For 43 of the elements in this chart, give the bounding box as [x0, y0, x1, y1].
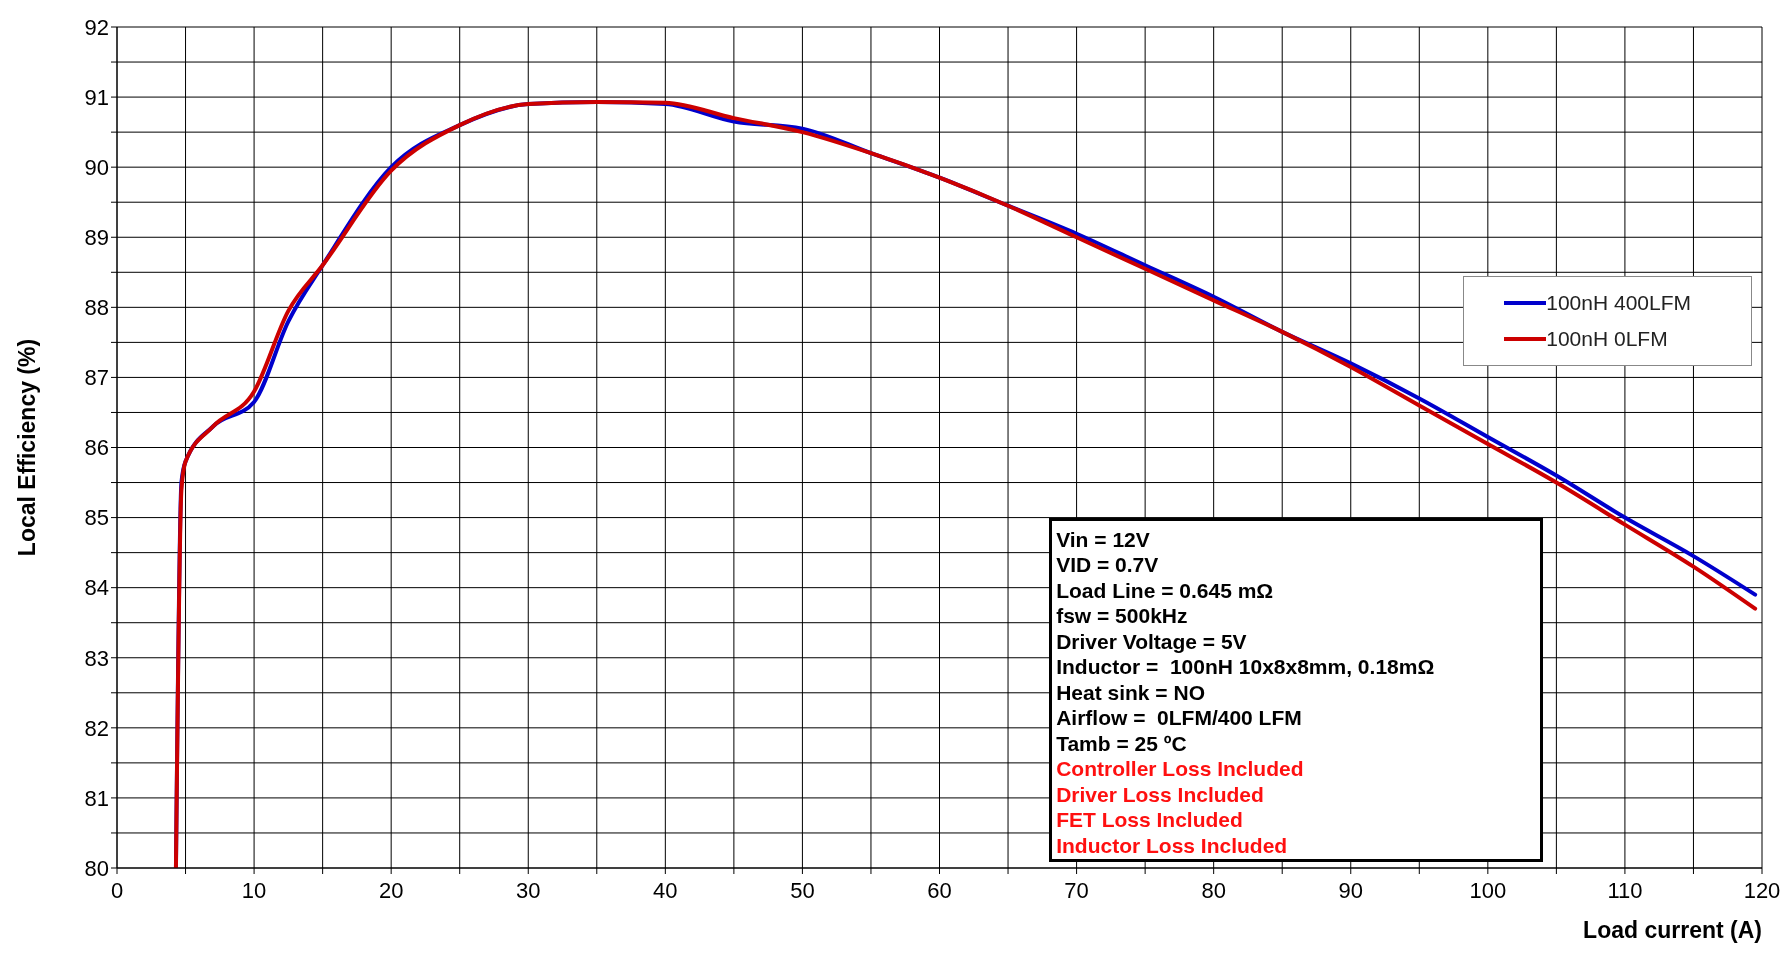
- y-tick-label: 82: [84, 715, 109, 741]
- x-axis-title: Load current (A): [1583, 917, 1762, 943]
- x-tick-label: 70: [1064, 877, 1089, 903]
- y-axis-title: Local Efficiency (%): [14, 338, 41, 557]
- annotation: Inductor Loss Included: [1056, 832, 1289, 859]
- y-tick-label: 83: [84, 645, 109, 671]
- legend-label: 100nH 0LFM: [1546, 327, 1668, 351]
- annotation: Airflow = 0LFM/400 LFM: [1056, 705, 1303, 731]
- y-tick-label: 85: [84, 505, 109, 531]
- x-tick-label: 90: [1338, 877, 1363, 903]
- annotation: FET Loss Included: [1056, 807, 1244, 833]
- x-tick-label: 110: [1607, 877, 1643, 903]
- annotation: Driver Voltage = 5V: [1056, 628, 1248, 655]
- annotation: Vin = 12V: [1056, 526, 1151, 553]
- x-tick-label: 0: [110, 877, 124, 903]
- x-tick-label: 80: [1201, 877, 1226, 903]
- y-tick-label: 86: [84, 435, 109, 461]
- y-tick-label: 91: [84, 84, 109, 110]
- y-tick-label: 90: [84, 154, 109, 180]
- x-tick-label: 30: [516, 877, 541, 903]
- annotation: VID = 0.7V: [1056, 552, 1160, 578]
- y-tick-label: 81: [84, 785, 109, 811]
- annotation: Driver Loss Included: [1056, 781, 1265, 808]
- x-tick-label: 100: [1469, 877, 1507, 903]
- x-tick-label: 120: [1743, 877, 1781, 903]
- x-tick-label: 40: [653, 877, 678, 903]
- y-tick-label: 80: [84, 855, 109, 881]
- x-tick-label: 10: [241, 877, 267, 903]
- annotation: Tamb = 25 ºC: [1056, 730, 1188, 757]
- x-tick-label: 20: [378, 877, 404, 903]
- x-tick-label: 60: [927, 877, 952, 903]
- annotation: Load Line = 0.645 mΩ: [1056, 577, 1275, 604]
- y-tick-label: 92: [84, 14, 109, 40]
- y-tick-label: 89: [84, 225, 109, 251]
- annotation: Controller Loss Included: [1056, 756, 1305, 782]
- x-tick-label: 50: [790, 877, 815, 903]
- y-tick-label: 88: [84, 295, 109, 321]
- y-tick-label: 87: [84, 365, 109, 391]
- annotation: Inductor = 100nH 10x8x8mm, 0.18mΩ: [1056, 654, 1436, 680]
- annotation: fsw = 500kHz: [1056, 603, 1189, 629]
- annotation: Heat sink = NO: [1056, 679, 1206, 706]
- legend-label: 100nH 400LFM: [1546, 291, 1691, 315]
- y-tick-label: 84: [84, 575, 109, 601]
